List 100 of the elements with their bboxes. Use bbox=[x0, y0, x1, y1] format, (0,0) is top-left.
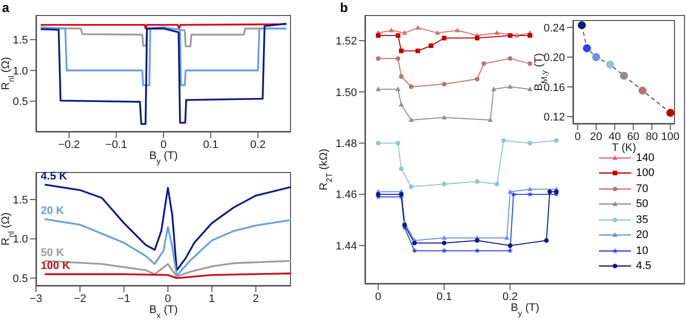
legend-label: 10 bbox=[636, 244, 648, 257]
x-tick-label: 0.2 bbox=[502, 290, 518, 303]
point bbox=[510, 191, 516, 197]
point bbox=[528, 33, 532, 38]
x-axis-title: T (K) bbox=[612, 142, 636, 154]
point bbox=[578, 21, 586, 30]
point bbox=[554, 189, 559, 194]
y-tick-label: 1.5 bbox=[12, 34, 28, 47]
x-axis-title: B$_{y}$ (T) bbox=[149, 150, 178, 166]
series-label: 50 K bbox=[40, 246, 64, 259]
legend-label: 35 bbox=[636, 214, 648, 226]
point bbox=[396, 140, 400, 146]
x-tick-label: −0.1 bbox=[105, 138, 128, 151]
point bbox=[508, 243, 512, 248]
point bbox=[666, 108, 674, 117]
point bbox=[435, 30, 440, 35]
y-tick-label: 0.24 bbox=[544, 22, 565, 34]
point bbox=[527, 86, 532, 92]
x-tick-label: 80 bbox=[646, 130, 658, 143]
x-tick-label: 0 bbox=[160, 138, 167, 151]
point bbox=[376, 192, 380, 197]
x-tick-label: 0 bbox=[574, 130, 581, 143]
point bbox=[442, 36, 446, 40]
point bbox=[442, 182, 446, 186]
point bbox=[528, 61, 532, 66]
point bbox=[415, 25, 420, 30]
point bbox=[376, 140, 380, 146]
x-tick-label: 0 bbox=[164, 292, 171, 305]
x-tick-label: 60 bbox=[627, 130, 640, 143]
x-axis-title: B$_{x}$ (T) bbox=[149, 304, 178, 320]
point bbox=[544, 238, 549, 243]
point bbox=[481, 61, 486, 66]
point bbox=[474, 179, 480, 184]
point bbox=[402, 222, 407, 228]
point bbox=[398, 192, 404, 197]
point bbox=[638, 86, 647, 95]
point bbox=[396, 33, 400, 38]
point bbox=[441, 248, 448, 254]
point bbox=[527, 186, 532, 192]
point bbox=[402, 30, 408, 35]
x-tick-label: 0.1 bbox=[203, 138, 218, 151]
point bbox=[508, 33, 512, 38]
y-tick-label: 1.0 bbox=[12, 234, 28, 246]
chart-title: b bbox=[340, 0, 348, 15]
y-tick-label: 1.50 bbox=[336, 86, 357, 99]
legend-label: 100 bbox=[636, 167, 654, 180]
point bbox=[592, 53, 600, 62]
point bbox=[491, 86, 496, 92]
point bbox=[376, 33, 380, 38]
series-label: 4.5 K bbox=[40, 170, 68, 183]
point bbox=[398, 102, 404, 107]
x-tick-label: −1 bbox=[118, 292, 130, 305]
point bbox=[442, 240, 446, 246]
x-tick-label: 40 bbox=[608, 130, 621, 143]
point bbox=[396, 56, 400, 61]
y-tick-label: 1.0 bbox=[12, 65, 28, 78]
x-tick-label: −3 bbox=[30, 292, 42, 305]
y-tick-label: 1.46 bbox=[336, 189, 357, 202]
y-tick-label: 1.44 bbox=[336, 240, 357, 252]
legend-label: 70 bbox=[636, 182, 648, 195]
point bbox=[507, 248, 513, 254]
point bbox=[508, 84, 513, 89]
point bbox=[408, 84, 414, 90]
point bbox=[415, 48, 420, 54]
point bbox=[376, 86, 381, 92]
series-label: 100 K bbox=[40, 260, 70, 272]
y-tick-label: 0.5 bbox=[12, 273, 28, 286]
x-tick-label: −2 bbox=[74, 292, 86, 305]
y-tick-label: 0.20 bbox=[544, 52, 565, 64]
point bbox=[412, 240, 417, 246]
point bbox=[376, 56, 380, 61]
legend-label: 50 bbox=[636, 198, 648, 210]
x-tick-label: 20 bbox=[590, 130, 602, 143]
y-tick-label: 0.12 bbox=[544, 111, 565, 124]
point bbox=[474, 36, 480, 40]
line-series bbox=[44, 260, 291, 278]
y-tick-label: 1.52 bbox=[336, 36, 357, 48]
point bbox=[454, 28, 460, 32]
point bbox=[398, 166, 404, 172]
x-tick-label: 2 bbox=[252, 292, 259, 305]
point bbox=[395, 86, 401, 92]
y-tick-label: 1.5 bbox=[12, 194, 28, 206]
line-series bbox=[40, 26, 288, 86]
x-tick-label: −0.2 bbox=[58, 138, 80, 151]
point bbox=[527, 191, 533, 197]
point bbox=[501, 138, 506, 143]
point bbox=[508, 56, 512, 61]
y-tick-label: 0.16 bbox=[544, 82, 565, 94]
x-tick-label: 100 bbox=[661, 130, 680, 143]
y-tick-label: 0.5 bbox=[12, 96, 28, 108]
point bbox=[508, 189, 513, 194]
point bbox=[398, 48, 404, 54]
chart-title: a bbox=[2, 0, 10, 15]
x-tick-label: 0.1 bbox=[436, 290, 452, 303]
x-axis-title: B$_{y}$ (T) bbox=[510, 302, 540, 318]
point bbox=[514, 32, 520, 38]
legend-label: 20 bbox=[636, 229, 648, 242]
point bbox=[554, 138, 559, 143]
x-tick-label: 0.2 bbox=[250, 138, 266, 151]
legend-label: 140 bbox=[636, 152, 654, 164]
